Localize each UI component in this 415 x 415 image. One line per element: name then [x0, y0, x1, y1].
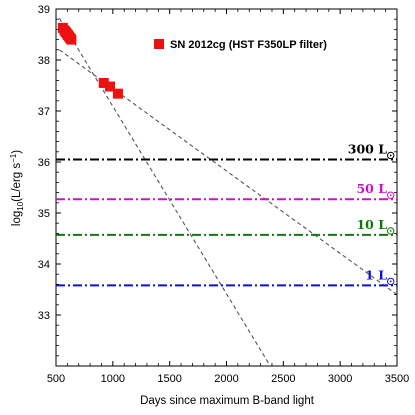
- y-tick-label: 38: [38, 55, 50, 67]
- sun-symbol-dot: [389, 154, 392, 157]
- x-tick-label: 1500: [157, 373, 181, 385]
- sun-symbol-icon: [387, 151, 395, 160]
- reference-label-text: 1 L: [365, 267, 387, 282]
- y-tick-label: 35: [38, 208, 50, 220]
- legend-label: SN 2012cg (HST F350LP filter): [170, 39, 327, 51]
- reference-label-text: 300 L: [348, 141, 387, 156]
- sun-symbol-icon: [386, 227, 395, 235]
- lines-layer: 300 L 50 L 10 L 1 L: [56, 17, 398, 367]
- x-tick-label: 500: [47, 373, 65, 385]
- y-tick-label: 37: [38, 106, 50, 118]
- ticks-layer: 500 1000 1500 2000 2500 3000 3500 33 34 35 36 37 38 3…: [38, 4, 409, 385]
- x-tick-label: 2000: [214, 373, 238, 385]
- x-tick-label: 3500: [385, 373, 409, 385]
- reference-label-text: 50 L: [356, 181, 387, 196]
- reference-label-text: 10 L: [356, 217, 387, 232]
- reference-label-3: 10 L: [356, 217, 395, 235]
- y-axis-title-sup: −1: [9, 153, 18, 163]
- y-axis-title-sub: 10: [16, 201, 25, 210]
- y-axis-title-rest: (L/erg s: [11, 163, 23, 202]
- y-tick-label: 39: [38, 4, 50, 16]
- sun-symbol-dot: [389, 280, 392, 283]
- sun-symbol-icon: [387, 277, 395, 286]
- sun-symbol-icon: [386, 191, 395, 199]
- y-axis-title: log10(L/erg s−1): [9, 150, 25, 226]
- data-point: [66, 34, 77, 45]
- y-axis-title-log: log: [11, 211, 23, 226]
- plot-frame: [55, 8, 398, 367]
- y-tick-label: 36: [38, 157, 50, 169]
- data-point: [98, 77, 109, 88]
- data-point: [104, 81, 115, 92]
- sun-symbol-dot: [389, 194, 392, 197]
- points-layer: [57, 22, 123, 99]
- y-tick-label: 33: [38, 310, 50, 322]
- y-axis-title-close: ): [11, 150, 23, 154]
- legend-marker: [154, 39, 164, 49]
- reference-label-2: 50 L: [356, 181, 395, 199]
- x-tick-label: 3000: [328, 373, 352, 385]
- x-tick-label: 2500: [271, 373, 295, 385]
- y-tick-label: 34: [38, 259, 50, 271]
- legend: SN 2012cg (HST F350LP filter): [154, 39, 327, 51]
- sun-symbol-dot: [389, 230, 392, 232]
- reference-label-1: 300 L: [348, 141, 395, 160]
- reference-label-4: 1 L: [365, 267, 395, 286]
- fit-line-1: [58, 17, 271, 367]
- x-axis-title: Days since maximum B-band light: [140, 395, 315, 407]
- data-point: [112, 88, 123, 99]
- x-tick-label: 1000: [101, 373, 125, 385]
